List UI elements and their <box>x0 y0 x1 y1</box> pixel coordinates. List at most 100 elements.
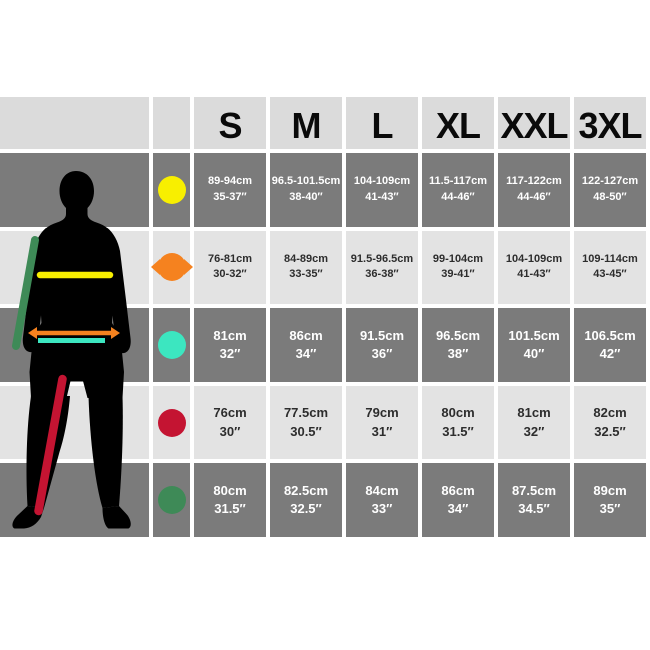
cell-in: 33″ <box>371 501 393 517</box>
cell-cm: 89cm <box>593 483 627 498</box>
cell-in: 44-46″ <box>441 190 475 203</box>
chest-xl: 11.5-117cm 44-46″ <box>422 153 494 227</box>
waist-m: 84-89cm 33-35″ <box>270 230 342 305</box>
cell-in: 38″ <box>447 345 469 361</box>
chest-xxl: 117-122cm 44-46″ <box>498 153 570 227</box>
cell-in: 32.5″ <box>594 423 626 439</box>
sleeve-legend <box>153 463 190 537</box>
sleeve-s: 80cm 31.5″ <box>194 463 266 537</box>
cell-in: 41-43″ <box>517 268 551 281</box>
inside-leg-dot-icon <box>157 408 186 437</box>
cell-cm: 91.5-96.5cm <box>350 253 414 265</box>
figure-band <box>0 308 149 382</box>
cell-cm: 99-104cm <box>432 253 484 265</box>
size-header-s: S <box>194 97 266 149</box>
cell-cm: 82cm <box>593 405 627 421</box>
cell-cm: 104-109cm <box>353 175 411 188</box>
cell-in: 34.5″ <box>518 501 550 517</box>
cell-cm: 96.5-101.5cm <box>271 175 341 188</box>
cell-in: 48-50″ <box>593 190 627 203</box>
figure-band <box>0 230 149 305</box>
chest-l: 104-109cm 41-43″ <box>346 153 418 227</box>
cell-in: 44-46″ <box>517 190 551 203</box>
waist-xxl: 104-109cm 41-43″ <box>498 230 570 305</box>
inside-leg-s: 76cm 30″ <box>194 385 266 460</box>
inside-leg-xl: 80cm 31.5″ <box>422 385 494 460</box>
cell-in: 38-40″ <box>289 190 323 203</box>
cell-cm: 106.5cm <box>584 327 636 343</box>
sleeve-xl: 86cm 34″ <box>422 463 494 537</box>
chest-dot-icon <box>157 175 186 204</box>
cell-cm: 81cm <box>517 405 551 421</box>
seat-m: 86cm 34″ <box>270 308 342 382</box>
cell-in: 32″ <box>523 423 545 439</box>
cell-in: 31″ <box>371 423 393 439</box>
seat-l: 91.5cm 36″ <box>346 308 418 382</box>
sleeve-xxl: 87.5cm 34.5″ <box>498 463 570 537</box>
cell-in: 32.5″ <box>290 501 322 517</box>
cell-cm: 82.5cm <box>283 483 329 498</box>
cell-cm: 91.5cm <box>359 327 405 343</box>
cell-cm: 109-114cm <box>582 253 638 265</box>
seat-dot-icon <box>157 330 186 359</box>
figure-band <box>0 153 149 227</box>
cell-in: 34″ <box>295 345 317 361</box>
figure-band <box>0 463 149 537</box>
cell-in: 36″ <box>371 345 393 361</box>
size-header-3xl: 3XL <box>574 97 646 149</box>
cell-in: 30″ <box>219 423 241 439</box>
cell-in: 30.5″ <box>290 423 322 439</box>
cell-in: 35-37″ <box>213 190 247 203</box>
waist-l: 91.5-96.5cm 36-38″ <box>346 230 418 305</box>
sleeve-dot-icon <box>157 486 186 515</box>
size-chart-table: S M L XL XXL 3XL 89-94cm 35-37″ 96.5-101.… <box>0 97 646 537</box>
seat-legend <box>153 308 190 382</box>
waist-legend <box>153 230 190 305</box>
cell-cm: 89-94cm <box>207 175 253 188</box>
chest-s: 89-94cm 35-37″ <box>194 153 266 227</box>
figure-band <box>0 385 149 460</box>
cell-in: 36-38″ <box>365 268 399 281</box>
waist-dot-icon <box>157 253 186 282</box>
seat-xl: 96.5cm 38″ <box>422 308 494 382</box>
cell-cm: 117-122cm <box>506 175 562 188</box>
waist-s: 76-81cm 30-32″ <box>194 230 266 305</box>
size-header-m: M <box>270 97 342 149</box>
cell-in: 31.5″ <box>442 423 474 439</box>
cell-cm: 79cm <box>365 405 399 421</box>
cell-in: 32″ <box>219 345 241 361</box>
chest-3xl: 122-127cm 48-50″ <box>574 153 646 227</box>
inside-leg-m: 77.5cm 30.5″ <box>270 385 342 460</box>
inside-leg-legend <box>153 385 190 460</box>
cell-cm: 101.5cm <box>508 327 560 343</box>
dot-column-header <box>153 97 190 149</box>
cell-cm: 80cm <box>441 405 475 421</box>
cell-in: 39-41″ <box>441 268 475 281</box>
figure-column-header <box>0 97 149 149</box>
chest-legend <box>153 153 190 227</box>
waist-xl: 99-104cm 39-41″ <box>422 230 494 305</box>
cell-in: 41-43″ <box>365 190 399 203</box>
cell-cm: 84-89cm <box>283 253 329 265</box>
inside-leg-3xl: 82cm 32.5″ <box>574 385 646 460</box>
size-header-l: L <box>346 97 418 149</box>
cell-in: 43-45″ <box>593 268 627 281</box>
seat-s: 81cm 32″ <box>194 308 266 382</box>
cell-cm: 87.5cm <box>511 483 557 498</box>
cell-cm: 76-81cm <box>207 253 253 265</box>
seat-xxl: 101.5cm 40″ <box>498 308 570 382</box>
size-header-xl: XL <box>422 97 494 149</box>
cell-cm: 11.5-117cm <box>428 175 488 188</box>
cell-cm: 80cm <box>213 483 247 498</box>
waist-3xl: 109-114cm 43-45″ <box>574 230 646 305</box>
cell-in: 34″ <box>447 501 469 517</box>
cell-in: 35″ <box>599 501 621 517</box>
cell-cm: 86cm <box>441 483 475 498</box>
cell-cm: 86cm <box>289 327 323 343</box>
sleeve-l: 84cm 33″ <box>346 463 418 537</box>
cell-cm: 96.5cm <box>435 327 481 343</box>
cell-in: 40″ <box>523 345 545 361</box>
chest-m: 96.5-101.5cm 38-40″ <box>270 153 342 227</box>
cell-in: 42″ <box>599 345 621 361</box>
